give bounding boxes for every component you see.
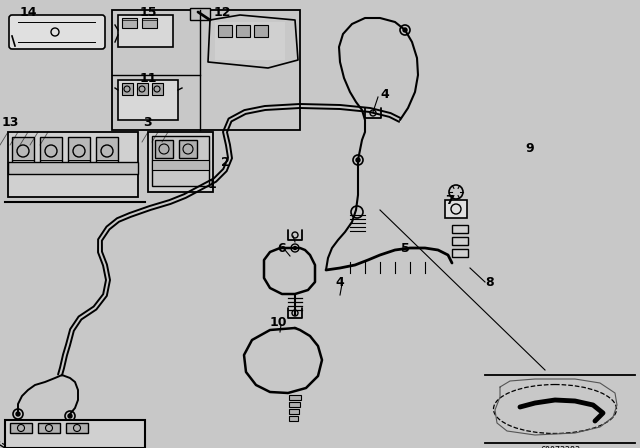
Bar — [12, 137, 34, 165]
Circle shape — [403, 28, 407, 32]
Text: C0073283: C0073283 — [540, 446, 580, 448]
Bar — [96, 137, 118, 165]
Text: 10: 10 — [269, 315, 287, 328]
Bar — [289, 409, 299, 414]
Bar — [10, 423, 32, 433]
Bar — [179, 140, 197, 158]
Bar — [66, 423, 88, 433]
Bar — [452, 225, 468, 233]
Circle shape — [68, 414, 72, 418]
FancyBboxPatch shape — [9, 15, 105, 49]
Text: 8: 8 — [486, 276, 494, 289]
Circle shape — [16, 412, 20, 416]
Bar — [452, 237, 468, 245]
Bar — [289, 416, 298, 421]
Text: 14: 14 — [19, 5, 36, 18]
Text: 6: 6 — [278, 241, 286, 254]
Text: 7: 7 — [445, 194, 454, 207]
Bar — [40, 137, 62, 165]
Bar — [289, 402, 300, 407]
Bar — [289, 395, 301, 400]
Text: 2: 2 — [221, 155, 229, 168]
Bar — [38, 423, 60, 433]
Text: 9: 9 — [525, 142, 534, 155]
Bar — [152, 160, 209, 170]
Bar — [148, 132, 213, 192]
Text: 4: 4 — [381, 89, 389, 102]
Bar — [452, 249, 468, 257]
Circle shape — [294, 246, 296, 250]
Bar — [118, 15, 173, 47]
Bar — [190, 8, 210, 20]
Bar — [152, 136, 209, 186]
Text: 15: 15 — [140, 5, 157, 18]
Bar — [122, 18, 137, 28]
Text: 12: 12 — [213, 5, 231, 18]
Bar — [8, 162, 138, 174]
Bar — [112, 10, 300, 130]
Text: 3: 3 — [144, 116, 152, 129]
Bar — [254, 25, 268, 37]
Bar — [122, 83, 133, 95]
Bar — [155, 140, 173, 158]
Text: 11: 11 — [140, 72, 157, 85]
Bar — [68, 137, 90, 165]
Bar — [8, 132, 138, 197]
Circle shape — [356, 158, 360, 162]
Text: 5: 5 — [401, 241, 410, 254]
Bar — [215, 22, 285, 60]
Bar — [118, 80, 178, 120]
Text: 13: 13 — [1, 116, 19, 129]
Bar — [137, 83, 148, 95]
Text: 1: 1 — [207, 178, 216, 191]
Bar — [445, 200, 467, 218]
Bar — [142, 18, 157, 28]
Bar — [236, 25, 250, 37]
Bar — [218, 25, 232, 37]
Text: 4: 4 — [335, 276, 344, 289]
Bar — [5, 420, 145, 448]
Bar — [152, 83, 163, 95]
